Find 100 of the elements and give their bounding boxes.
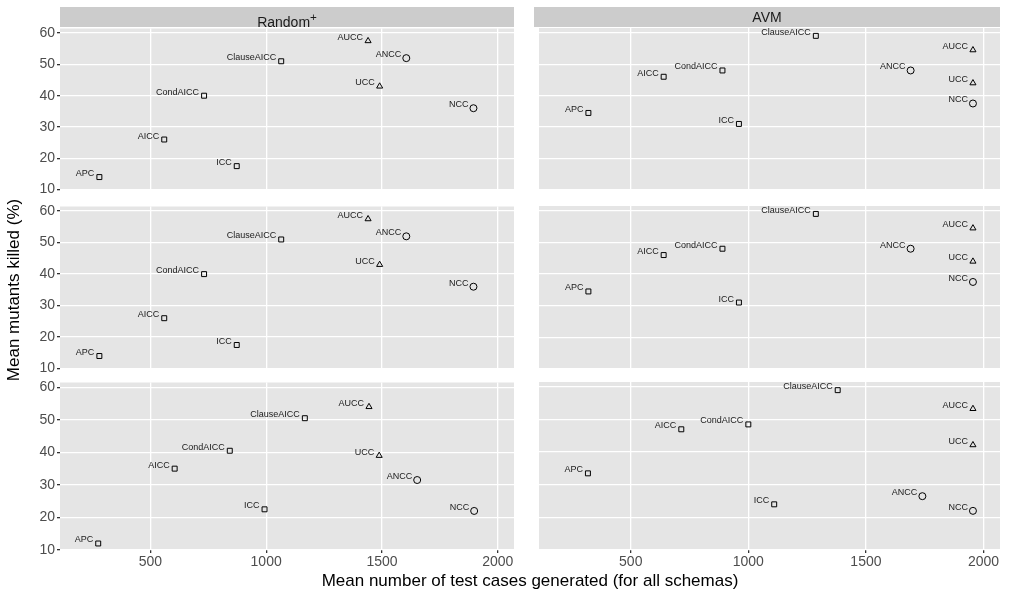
point — [261, 506, 268, 513]
x-axis-title: Mean number of test cases generated (for all schemas) — [321, 571, 739, 591]
point — [969, 257, 977, 264]
y-axis-title: Mean mutants killed (%) — [4, 198, 24, 382]
point — [969, 46, 977, 53]
point — [469, 104, 478, 113]
point — [678, 426, 685, 433]
point — [968, 506, 977, 515]
point — [812, 32, 819, 39]
point — [906, 66, 915, 75]
point — [402, 54, 411, 63]
point — [469, 282, 478, 291]
series-label: ICC — [244, 500, 261, 511]
point — [364, 36, 372, 44]
point — [161, 315, 168, 322]
series-label: AUCC — [942, 41, 969, 51]
point — [719, 245, 726, 252]
x-tick-label: 1500 — [850, 553, 882, 570]
y-tick-label: 20 — [39, 508, 56, 525]
series-label: APC — [75, 346, 95, 357]
series-label: AUCC — [338, 397, 365, 408]
point — [96, 353, 103, 359]
point — [584, 470, 591, 477]
point — [735, 299, 742, 306]
series-label: UCC — [355, 77, 376, 88]
point — [906, 244, 915, 253]
point — [660, 73, 667, 80]
series-label: ANCC — [880, 239, 907, 250]
point — [301, 415, 308, 422]
y-tick-label: 30 — [39, 475, 56, 492]
point — [95, 540, 102, 547]
series-label: NCC — [448, 277, 469, 288]
point — [278, 236, 285, 243]
y-tick-label: 60 — [39, 23, 56, 40]
point — [376, 82, 384, 89]
series-label: NCC — [948, 272, 969, 283]
point — [735, 120, 742, 127]
point — [201, 271, 208, 278]
x-tick-label: 2000 — [967, 553, 1000, 570]
series-label: ICC — [718, 114, 735, 125]
series-label: AICC — [637, 67, 660, 78]
series-label: ANCC — [386, 471, 413, 482]
series-label: AICC — [137, 309, 160, 320]
y-tick-label: 10 — [39, 359, 56, 376]
series-label: NCC — [948, 501, 969, 512]
series-label: ClauseAICC — [761, 204, 812, 215]
series-label: UCC — [355, 255, 376, 266]
point — [201, 92, 208, 99]
series-label: APC — [74, 534, 94, 545]
point — [96, 174, 103, 181]
x-tick-label: 500 — [138, 553, 163, 570]
y-tick-label: 40 — [39, 443, 56, 460]
point — [660, 252, 667, 259]
series-label: UCC — [948, 74, 969, 85]
y-tick-label: 40 — [39, 264, 56, 281]
series-label: ClauseAICC — [226, 52, 277, 63]
y-tick-label: 50 — [39, 410, 56, 427]
series-label: CondAICC — [674, 61, 718, 72]
y-tick-label: 30 — [39, 296, 56, 313]
series-label: UCC — [354, 446, 375, 457]
chart-title: Random$^{+}$ — [60, 7, 514, 30]
point — [834, 387, 841, 394]
series-label: CondAICC — [156, 86, 200, 97]
series-label: ICC — [216, 335, 233, 346]
point — [375, 451, 383, 458]
y-tick-label: 20 — [39, 149, 56, 166]
point — [968, 277, 977, 286]
point — [969, 404, 977, 411]
point — [969, 440, 977, 448]
point — [413, 476, 422, 485]
point — [233, 342, 240, 348]
point — [771, 501, 778, 508]
series-label: APC — [564, 464, 584, 475]
point — [364, 215, 372, 222]
point — [226, 447, 233, 454]
series-label: AUCC — [337, 31, 364, 42]
point — [161, 136, 168, 143]
series-label: APC — [564, 282, 584, 293]
x-tick-label: 2000 — [482, 553, 514, 570]
point — [402, 232, 411, 241]
x-tick-label: 1500 — [366, 553, 398, 570]
series-label: AICC — [137, 130, 160, 141]
series-label: NCC — [448, 99, 469, 110]
point — [376, 260, 384, 267]
point — [918, 492, 927, 501]
series-label: ANCC — [880, 61, 907, 72]
y-tick-label: 60 — [39, 201, 56, 218]
y-tick-label: 10 — [39, 540, 56, 557]
point — [719, 67, 726, 74]
point — [745, 421, 752, 428]
x-tick-label: 500 — [619, 553, 643, 570]
y-tick-label: 50 — [39, 233, 56, 250]
series-label: AICC — [654, 420, 677, 431]
y-tick-label: 20 — [39, 327, 56, 344]
y-tick-label: 60 — [39, 378, 56, 395]
series-label: AUCC — [942, 219, 969, 230]
point — [171, 465, 178, 472]
y-tick-label: 30 — [39, 117, 56, 134]
series-label: APC — [564, 103, 584, 114]
point — [812, 210, 819, 217]
